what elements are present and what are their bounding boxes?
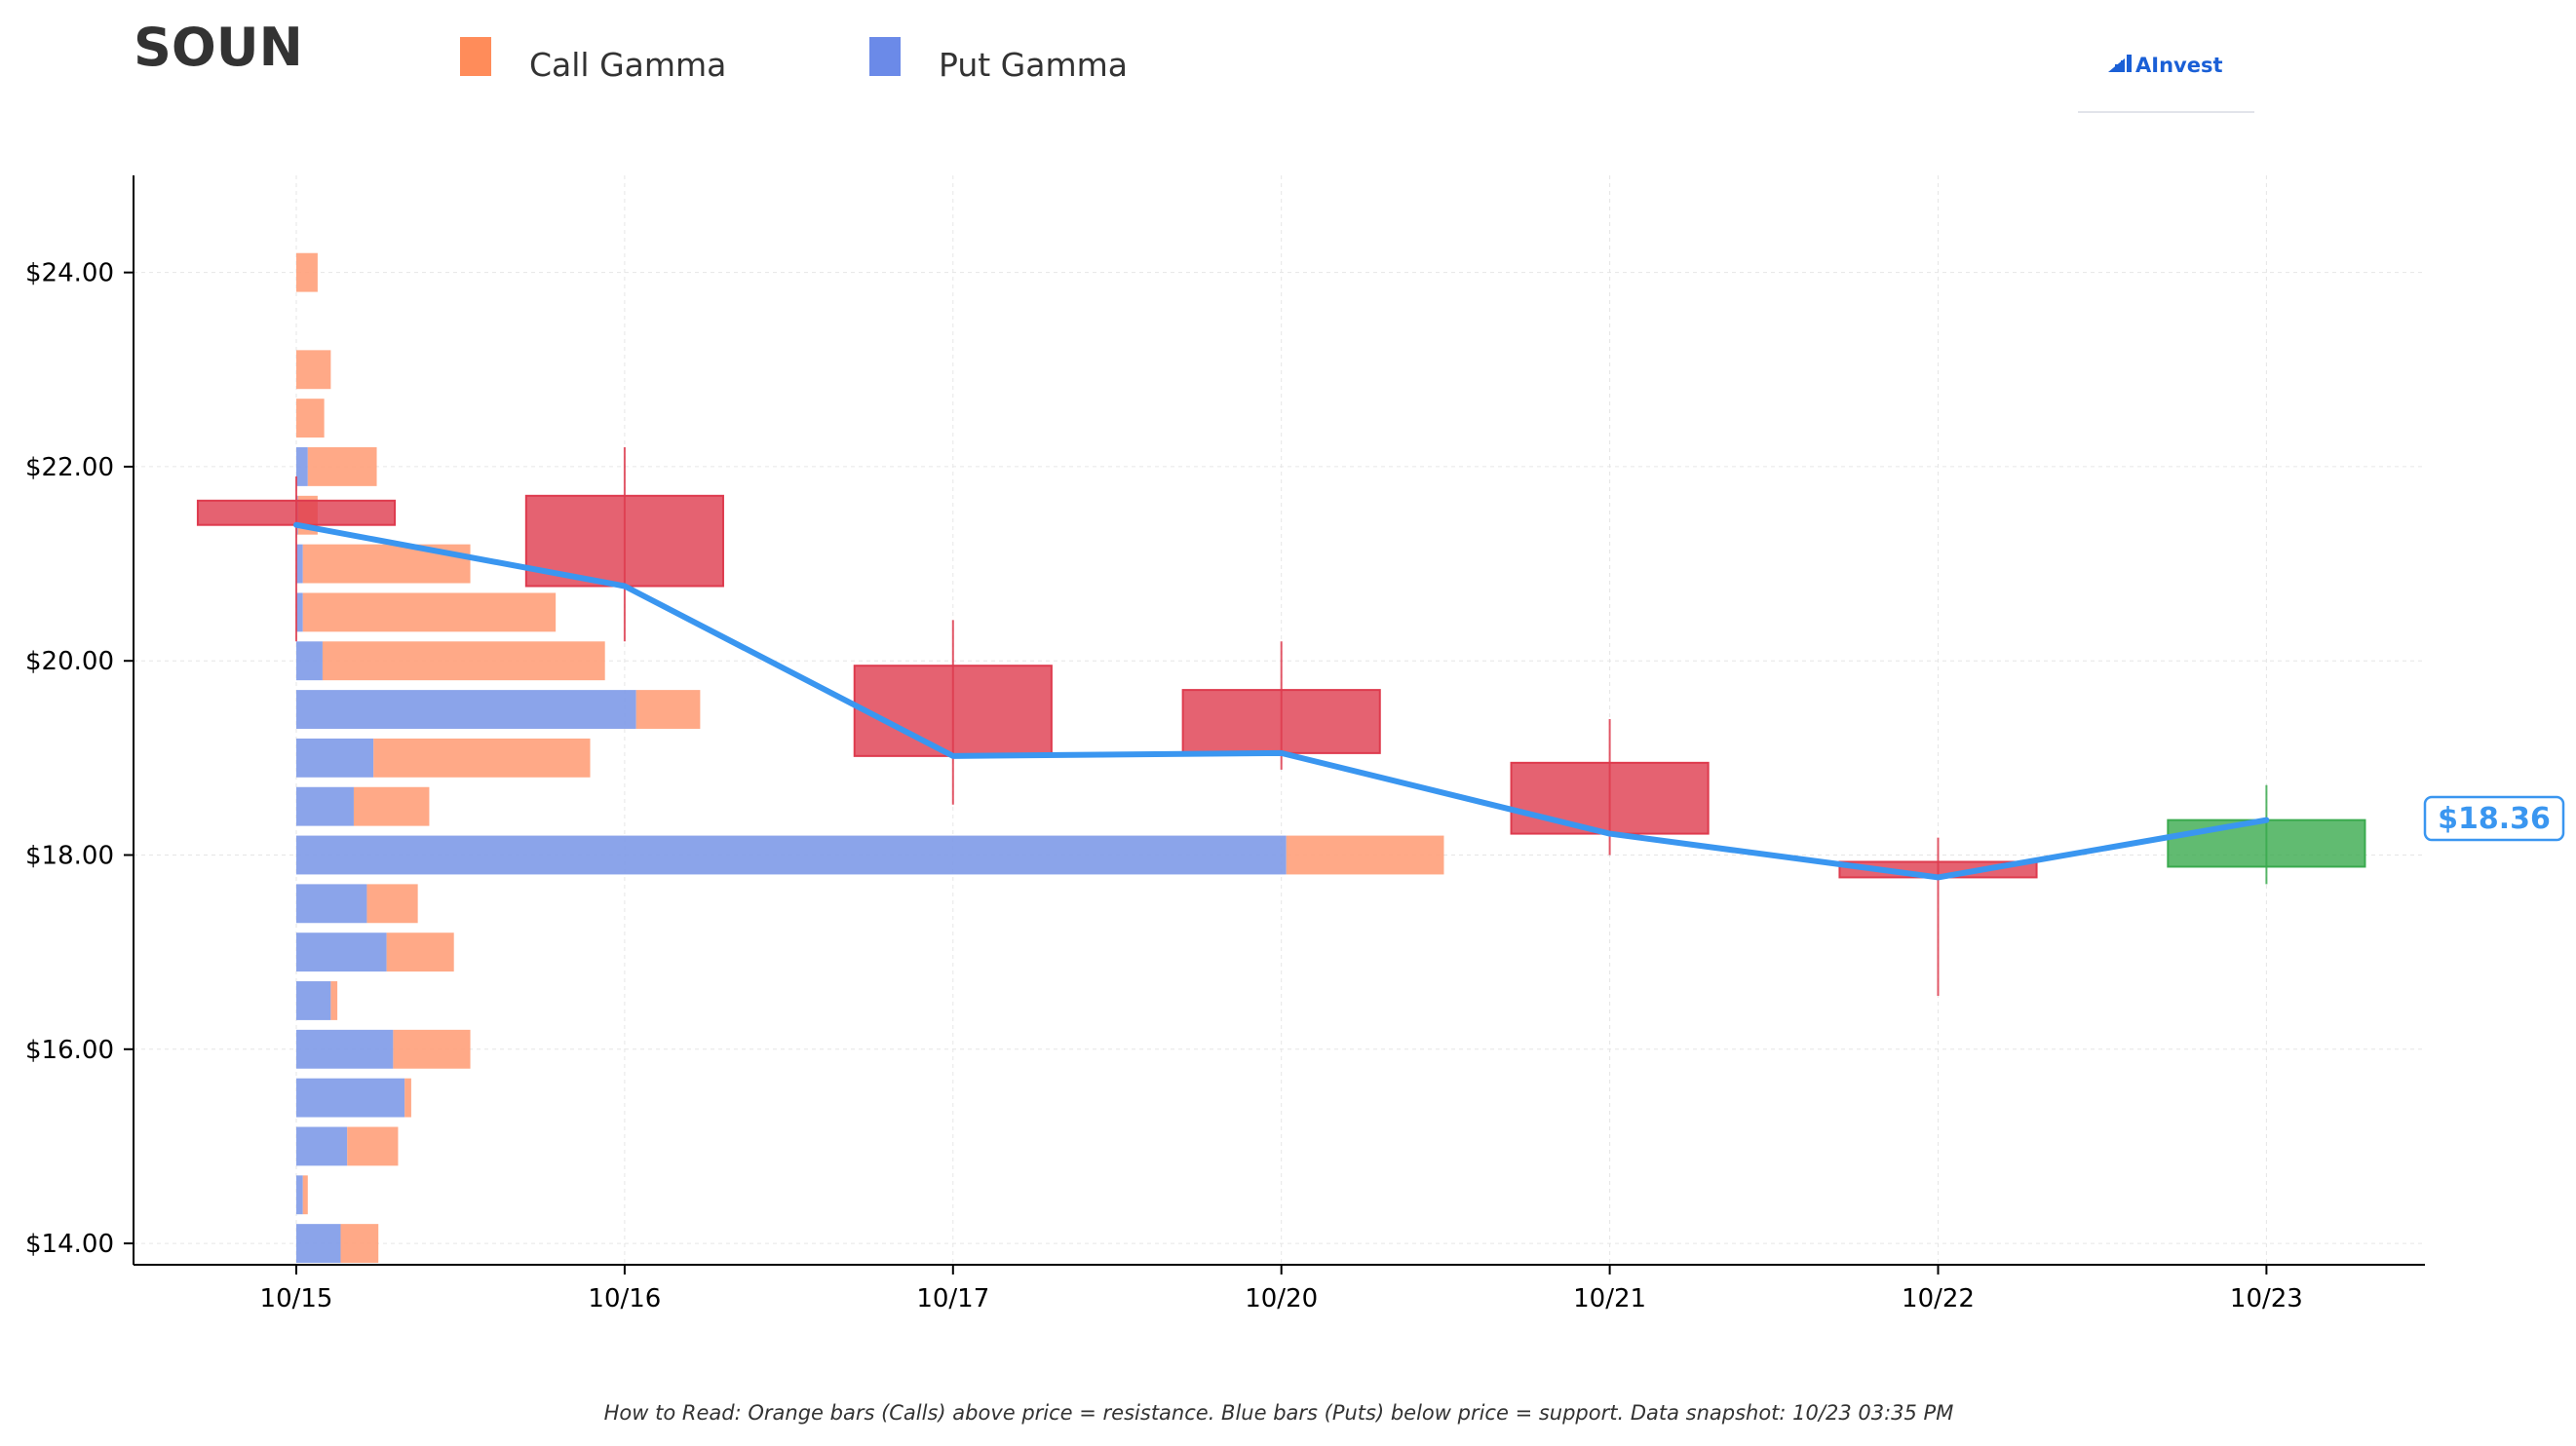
y-tick-label: $16.00 bbox=[25, 1036, 114, 1065]
how-to-read-footnote: How to Read: Orange bars (Calls) above p… bbox=[604, 1401, 1954, 1425]
call-gamma-legend-label: Call Gamma bbox=[529, 46, 726, 84]
put-gamma-bar bbox=[296, 835, 1287, 875]
put-gamma-bar bbox=[296, 690, 636, 729]
bar-chart-logo-icon bbox=[2108, 55, 2132, 72]
put-gamma-bar bbox=[296, 738, 374, 778]
call-gamma-bar bbox=[393, 1029, 471, 1069]
put-gamma-bar bbox=[296, 641, 323, 681]
x-tick-label: 10/20 bbox=[1245, 1284, 1318, 1313]
candle-body bbox=[1181, 689, 1381, 754]
call-gamma-bar bbox=[330, 981, 338, 1020]
call-gamma-bar bbox=[635, 690, 701, 729]
ainvest-logo: AInvest bbox=[2078, 54, 2254, 113]
y-tick-label: $24.00 bbox=[25, 259, 114, 288]
plot-area: $14.00 $16.00 $18.00 $20.00 $22.00 $24.00 10/1… bbox=[25, 175, 2425, 1313]
x-tick-label: 10/15 bbox=[260, 1284, 333, 1313]
call-gamma-bar bbox=[296, 252, 318, 292]
put-gamma-legend-label: Put Gamma bbox=[939, 46, 1128, 84]
put-gamma-bar bbox=[296, 932, 387, 972]
candle-body bbox=[1510, 761, 1710, 835]
call-gamma-bar bbox=[353, 786, 430, 826]
put-gamma-bar bbox=[296, 1175, 303, 1215]
call-gamma-bar bbox=[366, 884, 418, 924]
call-gamma-bar bbox=[322, 641, 605, 681]
call-gamma-bar bbox=[296, 350, 331, 390]
put-gamma-bar bbox=[296, 592, 303, 632]
call-gamma-bar bbox=[302, 592, 557, 632]
x-tick-label: 10/16 bbox=[588, 1284, 661, 1313]
candle-body bbox=[2167, 818, 2366, 868]
y-tick-label: $20.00 bbox=[25, 647, 114, 676]
call-gamma-bar bbox=[302, 1175, 308, 1215]
y-tick-label: $14.00 bbox=[25, 1230, 114, 1259]
x-tick-label: 10/22 bbox=[1902, 1284, 1975, 1313]
candlesticks bbox=[196, 447, 2366, 996]
call-gamma-legend-swatch bbox=[460, 37, 491, 76]
put-gamma-legend-swatch bbox=[869, 37, 901, 76]
current-price-box bbox=[2423, 795, 2565, 842]
x-tick-label: 10/17 bbox=[916, 1284, 989, 1313]
put-gamma-bar bbox=[296, 981, 331, 1020]
call-gamma-bar bbox=[347, 1126, 399, 1166]
put-gamma-bar bbox=[296, 1078, 405, 1118]
put-gamma-bar bbox=[296, 1126, 348, 1166]
y-tick-label: $22.00 bbox=[25, 453, 114, 482]
call-gamma-bar bbox=[296, 399, 325, 438]
candle-body bbox=[853, 665, 1053, 757]
call-gamma-bar bbox=[386, 932, 454, 972]
call-gamma-bar bbox=[307, 447, 377, 486]
x-tick-label: 10/23 bbox=[2230, 1284, 2303, 1313]
call-gamma-bar bbox=[404, 1078, 411, 1118]
ainvest-logo-text: AInvest bbox=[2135, 54, 2223, 77]
call-gamma-bar bbox=[340, 1224, 379, 1264]
x-tick-label: 10/21 bbox=[1573, 1284, 1646, 1313]
put-gamma-bar bbox=[296, 447, 308, 486]
y-tick-label: $18.00 bbox=[25, 842, 114, 871]
put-gamma-bar bbox=[296, 1224, 341, 1264]
axes: $14.00 $16.00 $18.00 $20.00 $22.00 $24.00 10/1… bbox=[25, 175, 2425, 1313]
call-gamma-bar bbox=[1286, 835, 1444, 875]
current-price-tag: $18.36 bbox=[2423, 795, 2565, 842]
candle-body bbox=[196, 499, 397, 526]
put-gamma-bar bbox=[296, 786, 354, 826]
current-price-label: $18.36 bbox=[2438, 802, 2551, 836]
put-gamma-bar bbox=[296, 1029, 394, 1069]
close-price-line bbox=[293, 521, 2270, 881]
put-gamma-bar bbox=[296, 884, 367, 924]
put-gamma-bar bbox=[296, 544, 303, 584]
call-gamma-bar bbox=[373, 738, 591, 778]
gamma-bars bbox=[296, 252, 1444, 1264]
ticker-title: SOUN bbox=[134, 17, 303, 78]
legend: Call Gamma Put Gamma bbox=[460, 37, 1128, 84]
